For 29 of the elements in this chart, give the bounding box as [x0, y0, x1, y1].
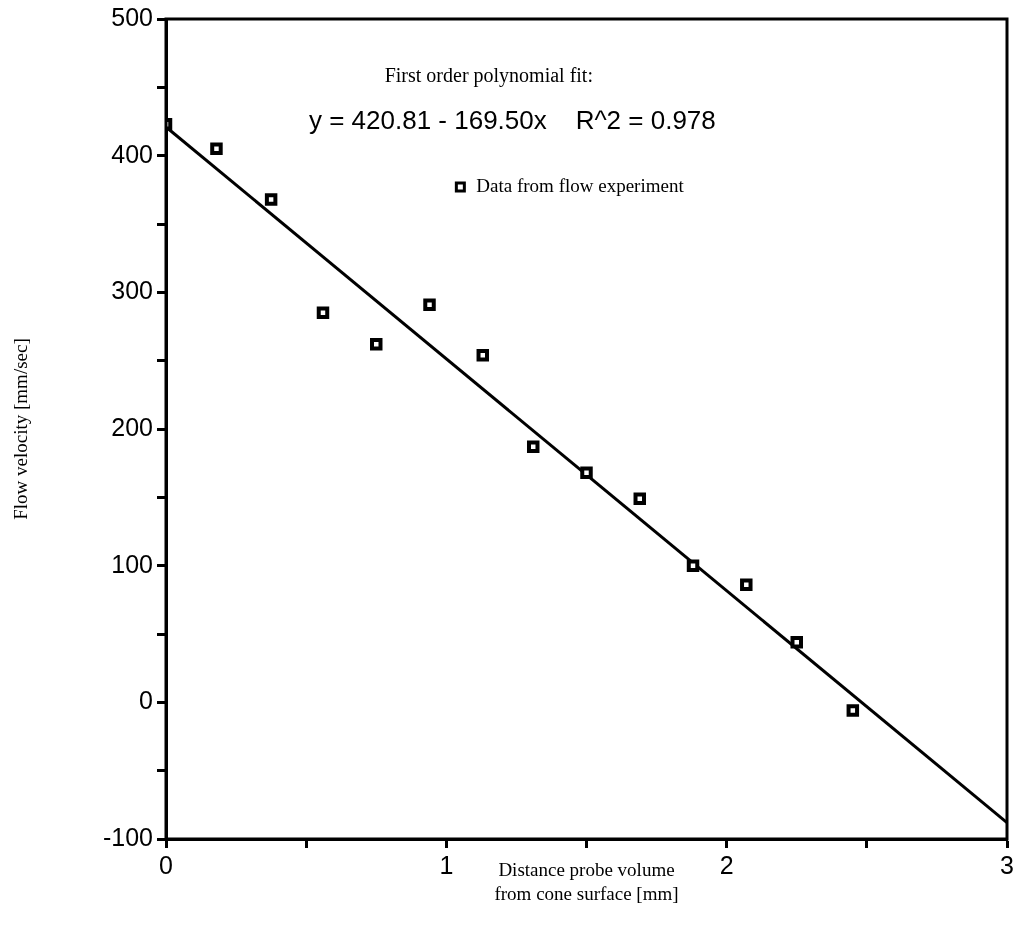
x-tick-label: 2: [719, 850, 734, 879]
point: [740, 578, 753, 592]
point: [846, 704, 860, 717]
point: [580, 466, 593, 479]
point: [210, 142, 223, 156]
point: [316, 306, 330, 320]
y-tick-label: 0: [139, 686, 153, 715]
point: [476, 348, 490, 362]
point: [423, 298, 436, 311]
annotation: y = 420.81 - 169.50x R^2 = 0.978: [308, 104, 716, 135]
point: [370, 338, 383, 351]
x-axis-title: Distance probe volume from cone surface [mm]: [494, 858, 679, 904]
annotation: First order polynomial fit:: [384, 63, 593, 87]
y-tick-label: 300: [111, 276, 153, 305]
y-tick-label: 200: [111, 412, 153, 441]
point: [790, 635, 803, 649]
point: [526, 440, 540, 454]
y-tick-label: 400: [111, 139, 153, 168]
y-axis-title: Flow velocity [mm/sec]: [9, 338, 31, 520]
legend-label: Data from flow experiment: [476, 175, 685, 197]
point: [264, 193, 278, 206]
x-tick-label: 3: [1000, 850, 1014, 879]
x-tick-label: 0: [159, 850, 173, 879]
y-tick-label: -100: [102, 822, 153, 851]
point: [633, 492, 647, 505]
y-tick-label: 500: [111, 2, 153, 31]
x-tick-label: 1: [439, 850, 454, 879]
point: [686, 559, 700, 572]
y-tick-label: 100: [111, 549, 153, 578]
